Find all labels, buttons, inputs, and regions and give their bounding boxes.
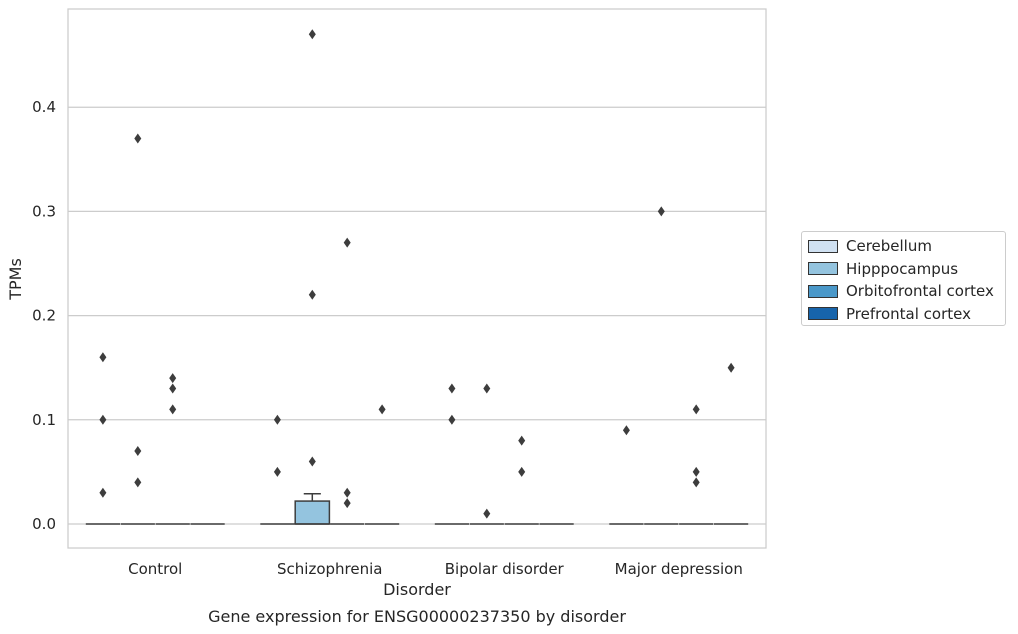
legend: Cerebellum Hipppocampus Orbitofrontal cort… [801,231,1006,326]
outlier-2-0-2 [169,404,177,415]
outlier-1-1-2 [308,456,316,467]
legend-swatch-0 [808,239,838,253]
series-1 [120,29,679,525]
outlier-2-3-1 [692,466,700,477]
outlier-0-1-1 [273,466,281,477]
x-axis-label: Disorder [383,580,451,599]
y-axis-label: TPMs [6,258,25,301]
outlier-2-3-2 [692,477,700,488]
box-plot-series [85,29,749,525]
legend-item-3: Prefrontal cortex [808,303,999,326]
outlier-1-3-0 [657,206,665,217]
outlier-2-1-2 [343,498,351,509]
outlier-0-2-0 [448,383,456,394]
outlier-2-0-1 [169,383,177,394]
outlier-2-3-0 [692,404,700,415]
legend-label-3: Prefrontal cortex [846,304,971,323]
outlier-0-0-2 [99,487,107,498]
outlier-2-1-1 [343,487,351,498]
x-tick-label-2: Bipolar disorder [445,560,565,578]
y-tick-label-1: 0.1 [32,411,56,429]
legend-swatch-3 [808,307,838,321]
legend-swatch-1 [808,262,838,276]
outlier-3-1-0 [378,404,386,415]
outlier-3-3-0 [727,362,735,373]
outlier-0-0-0 [99,352,107,363]
outlier-0-1-0 [273,414,281,425]
legend-label-2: Orbitofrontal cortex [846,282,994,301]
legend-item-1: Hipppocampus [808,258,999,281]
outlier-2-1-0 [343,237,351,248]
outlier-1-1-1 [308,289,316,300]
plot-frame [67,8,767,549]
legend-label-0: Cerebellum [846,237,932,256]
outlier-0-3-0 [622,425,630,436]
y-tick-label-4: 0.4 [32,98,56,116]
y-tick-label-0: 0.0 [32,515,56,533]
outlier-1-0-0 [134,133,142,144]
outlier-0-0-1 [99,414,107,425]
x-axis-ticks: Control Schizophrenia Bipolar disorder Majo… [128,560,743,578]
outlier-1-0-2 [134,477,142,488]
outlier-1-2-1 [483,508,491,519]
gridlines [68,106,766,525]
outlier-2-0-0 [169,373,177,384]
x-tick-label-0: Control [128,560,182,578]
x-tick-label-3: Major depression [615,560,743,578]
legend-swatch-2 [808,284,838,298]
y-axis-ticks: 0.0 0.1 0.2 0.3 0.4 [32,98,56,533]
legend-label-1: Hipppocampus [846,259,959,278]
y-tick-label-2: 0.2 [32,307,56,325]
outlier-0-2-1 [448,414,456,425]
series-3 [190,362,749,525]
series-0 [85,352,644,525]
legend-item-0: Cerebellum [808,235,999,258]
outlier-1-1-0 [308,29,316,40]
outlier-1-0-1 [134,446,142,457]
box-1-1 [294,500,331,525]
y-tick-label-3: 0.3 [32,202,56,220]
outlier-2-2-1 [518,466,526,477]
series-2 [155,237,714,525]
legend-item-2: Orbitofrontal cortex [808,280,999,303]
outlier-1-2-0 [483,383,491,394]
chart-caption: Gene expression for ENSG00000237350 by d… [208,607,626,626]
x-tick-label-1: Schizophrenia [277,560,382,578]
outlier-2-2-0 [518,435,526,446]
